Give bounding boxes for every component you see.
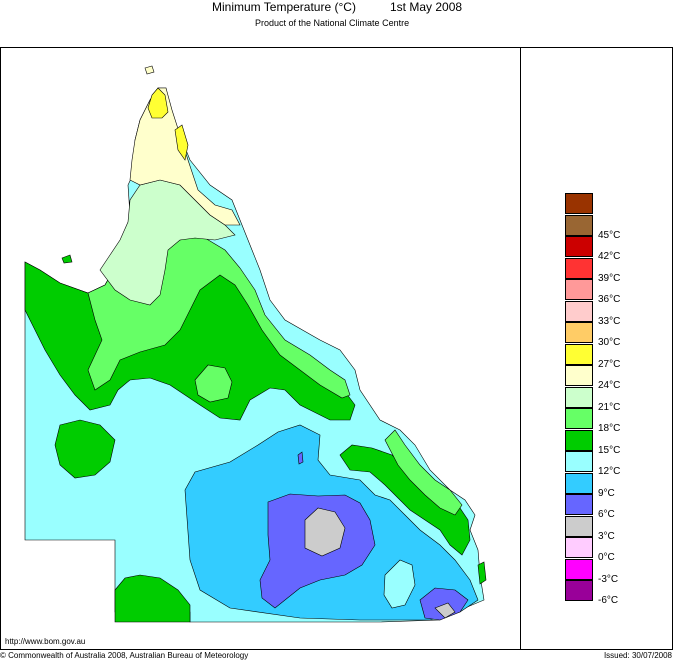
legend-label: 39°C <box>598 272 621 284</box>
legend-swatch <box>565 300 593 322</box>
legend-label: 0°C <box>598 552 615 563</box>
legend-label: 15°C <box>598 444 621 456</box>
region-3c-east <box>434 602 456 619</box>
legend-label: -6°C <box>598 595 619 606</box>
legend-swatch <box>565 472 593 494</box>
legend-swatch <box>565 193 593 214</box>
legend-swatch <box>565 451 593 472</box>
legend-swatch <box>565 494 593 515</box>
region-6c-east <box>419 587 469 621</box>
region-27c <box>147 87 169 119</box>
legend-swatch <box>565 558 593 580</box>
region-12c-pocket <box>383 559 416 609</box>
legend-label: 9°C <box>598 487 615 499</box>
legend-swatch <box>565 279 593 300</box>
legend-swatch <box>565 386 593 408</box>
legend-swatch <box>565 257 593 279</box>
region-18c-coast <box>384 429 463 516</box>
island-gulf <box>61 254 73 264</box>
region-27c-east <box>174 124 189 161</box>
source-url[interactable]: http://www.bom.gov.au <box>5 637 86 646</box>
legend-label: -3°C <box>598 573 619 585</box>
map-frame <box>0 47 673 650</box>
legend-label: 27°C <box>598 358 621 370</box>
legend-label: 42°C <box>598 251 621 262</box>
queensland-temperature-map <box>24 65 487 623</box>
legend-label: 33°C <box>598 315 621 327</box>
legend-swatch <box>565 408 593 429</box>
legend-label: 30°C <box>598 337 621 348</box>
island-north <box>144 65 155 75</box>
legend-label: 18°C <box>598 423 621 434</box>
frame-divider <box>520 47 521 650</box>
legend-swatch <box>565 365 593 386</box>
legend-swatch <box>565 429 593 451</box>
legend-label: 36°C <box>598 294 621 305</box>
legend-swatch <box>565 515 593 537</box>
island-bay <box>297 451 304 465</box>
copyright-notice: © Commonwealth of Australia 2008, Austra… <box>0 651 249 660</box>
legend-swatch <box>565 343 593 365</box>
legend-swatch <box>565 580 593 601</box>
legend-label: 12°C <box>598 466 621 477</box>
region-21c <box>99 179 236 306</box>
island-coast <box>477 561 487 585</box>
region-15c-west <box>54 419 116 479</box>
region-3c <box>304 507 346 557</box>
legend-label: 6°C <box>598 509 615 520</box>
map-title: Minimum Temperature (°C) <box>212 0 356 14</box>
legend-swatch <box>565 537 593 558</box>
map-header: Minimum Temperature (°C) 1st May 2008 Pr… <box>0 0 674 28</box>
legend-swatch <box>565 214 593 236</box>
legend-swatch <box>565 236 593 257</box>
region-15c-southwest <box>114 574 191 623</box>
legend-label: 3°C <box>598 530 615 542</box>
legend-label: 24°C <box>598 380 621 391</box>
legend-swatch <box>565 322 593 343</box>
legend-label: 21°C <box>598 401 621 413</box>
issued-date: Issued: 30/07/2008 <box>603 651 672 660</box>
legend-label: 45°C <box>598 229 621 241</box>
map-date: 1st May 2008 <box>390 0 463 14</box>
region-18c-pocket <box>194 364 233 403</box>
map-subtitle: Product of the National Climate Centre <box>255 18 410 28</box>
